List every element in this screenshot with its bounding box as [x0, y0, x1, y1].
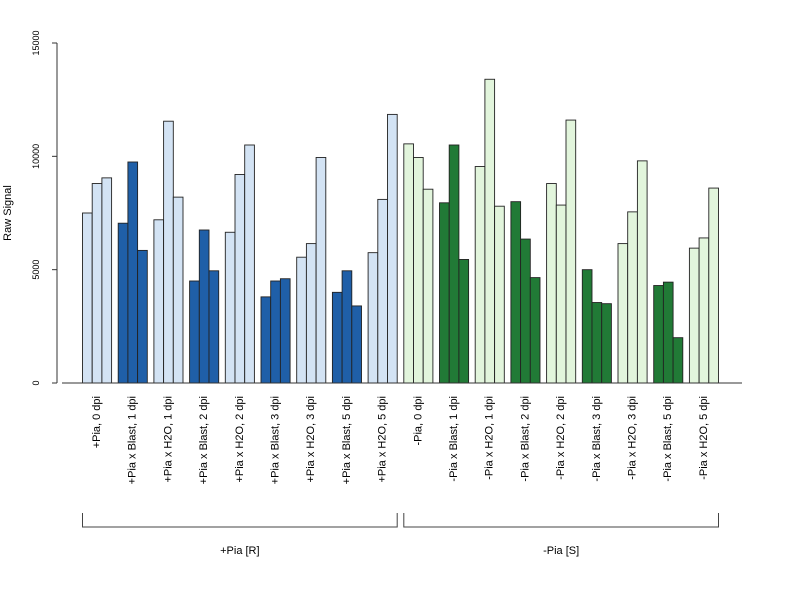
bar-15-0	[617, 243, 629, 384]
x-tick-label-2: +Pia x H2O, 1 dpi	[162, 396, 174, 483]
bar-11-1	[484, 78, 496, 384]
x-tick-label-1: +Pia x Blast, 1 dpi	[127, 396, 139, 484]
bar-14-0	[581, 269, 593, 384]
bar-13-0	[546, 183, 557, 384]
bar-5-2	[279, 278, 291, 384]
x-tick-label-6: +Pia x H2O, 3 dpi	[305, 396, 317, 483]
x-tick-label-7: +Pia x Blast, 5 dpi	[341, 396, 353, 484]
x-tick-label-14: -Pia x Blast, 3 dpi	[591, 396, 603, 482]
bar-15-2	[636, 160, 648, 384]
group-brackets: +Pia [R] -Pia [S]	[82, 513, 719, 557]
x-tick-label-8: +Pia x H2O, 5 dpi	[377, 396, 389, 483]
bar-9-1	[413, 157, 424, 384]
bar-11-0	[474, 166, 486, 384]
bar-5-0	[260, 296, 272, 384]
bar-13-2	[565, 119, 577, 384]
y-tick-label-3: 15000	[31, 30, 41, 55]
x-tick-label-16: -Pia x Blast, 5 dpi	[662, 396, 674, 482]
bar-7-1	[341, 270, 353, 384]
bars-layer	[82, 78, 719, 384]
y-tick-label-2: 10000	[31, 144, 41, 169]
bar-17-2	[708, 187, 719, 384]
bar-1-1	[127, 161, 139, 384]
bar-13-1	[555, 204, 567, 384]
group-bracket-0	[82, 513, 398, 528]
bar-4-0	[224, 231, 236, 384]
bar-8-2	[387, 113, 398, 384]
x-tick-label-3: +Pia x Blast, 2 dpi	[198, 396, 210, 484]
group-label-0: +Pia [R]	[220, 545, 259, 557]
bar-15-1	[627, 211, 638, 384]
y-tick-label-0: 0	[31, 380, 41, 385]
bar-0-0	[82, 212, 93, 384]
bar-8-0	[367, 252, 379, 384]
bar-6-0	[296, 256, 307, 384]
x-tick-label-11: -Pia x H2O, 1 dpi	[484, 396, 496, 480]
bar-6-1	[305, 243, 317, 384]
bar-9-2	[422, 188, 434, 384]
bar-16-2	[672, 337, 684, 384]
bar-3-0	[189, 280, 200, 384]
bar-10-2	[458, 259, 470, 384]
bar-17-1	[698, 237, 710, 384]
bar-5-1	[270, 280, 281, 384]
bar-1-2	[137, 249, 148, 384]
bar-10-1	[448, 144, 460, 384]
bar-2-0	[153, 219, 165, 384]
x-tick-label-5: +Pia x Blast, 3 dpi	[269, 396, 281, 484]
bar-3-2	[208, 270, 220, 384]
bar-12-2	[529, 277, 541, 384]
bar-14-2	[601, 303, 612, 384]
x-tick-labels: +Pia, 0 dpi +Pia x Blast, 1 dpi +Pia x H2O…	[91, 396, 710, 484]
bar-3-1	[198, 229, 210, 384]
bar-17-0	[688, 247, 700, 384]
bar-0-2	[101, 177, 113, 384]
x-tick-label-17: -Pia x H2O, 5 dpi	[698, 396, 710, 480]
x-tick-label-4: +Pia x H2O, 2 dpi	[234, 396, 246, 483]
bar-2-1	[163, 120, 174, 384]
bar-1-0	[117, 222, 129, 384]
bar-6-2	[315, 157, 327, 384]
bar-10-0	[439, 202, 450, 384]
y-tick-label-1: 5000	[31, 260, 41, 280]
bar-7-2	[351, 305, 362, 384]
bar-9-0	[403, 143, 414, 384]
x-tick-label-15: -Pia x H2O, 3 dpi	[626, 396, 638, 480]
bar-4-2	[244, 144, 255, 384]
bar-11-2	[494, 205, 505, 384]
bar-14-1	[591, 302, 603, 384]
bar-16-0	[653, 285, 664, 384]
bar-4-1	[234, 174, 246, 384]
bar-12-0	[510, 201, 522, 384]
group-bracket-1	[403, 513, 719, 528]
group-label-1: -Pia [S]	[543, 545, 579, 557]
bar-0-1	[91, 183, 103, 384]
bar-8-1	[377, 198, 388, 384]
bar-16-1	[662, 281, 674, 384]
y-axis: 0 5000 10000 15000	[31, 30, 58, 386]
x-tick-label-12: -Pia x Blast, 2 dpi	[519, 396, 531, 482]
x-tick-label-0: +Pia, 0 dpi	[91, 396, 103, 448]
bar-2-2	[172, 196, 184, 384]
y-axis-label: Raw Signal	[2, 185, 14, 241]
x-tick-label-9: -Pia, 0 dpi	[412, 396, 424, 446]
bar-12-1	[520, 238, 531, 384]
bar-7-0	[331, 291, 343, 384]
x-tick-label-10: -Pia x Blast, 1 dpi	[448, 396, 460, 482]
x-tick-label-13: -Pia x H2O, 2 dpi	[555, 396, 567, 480]
